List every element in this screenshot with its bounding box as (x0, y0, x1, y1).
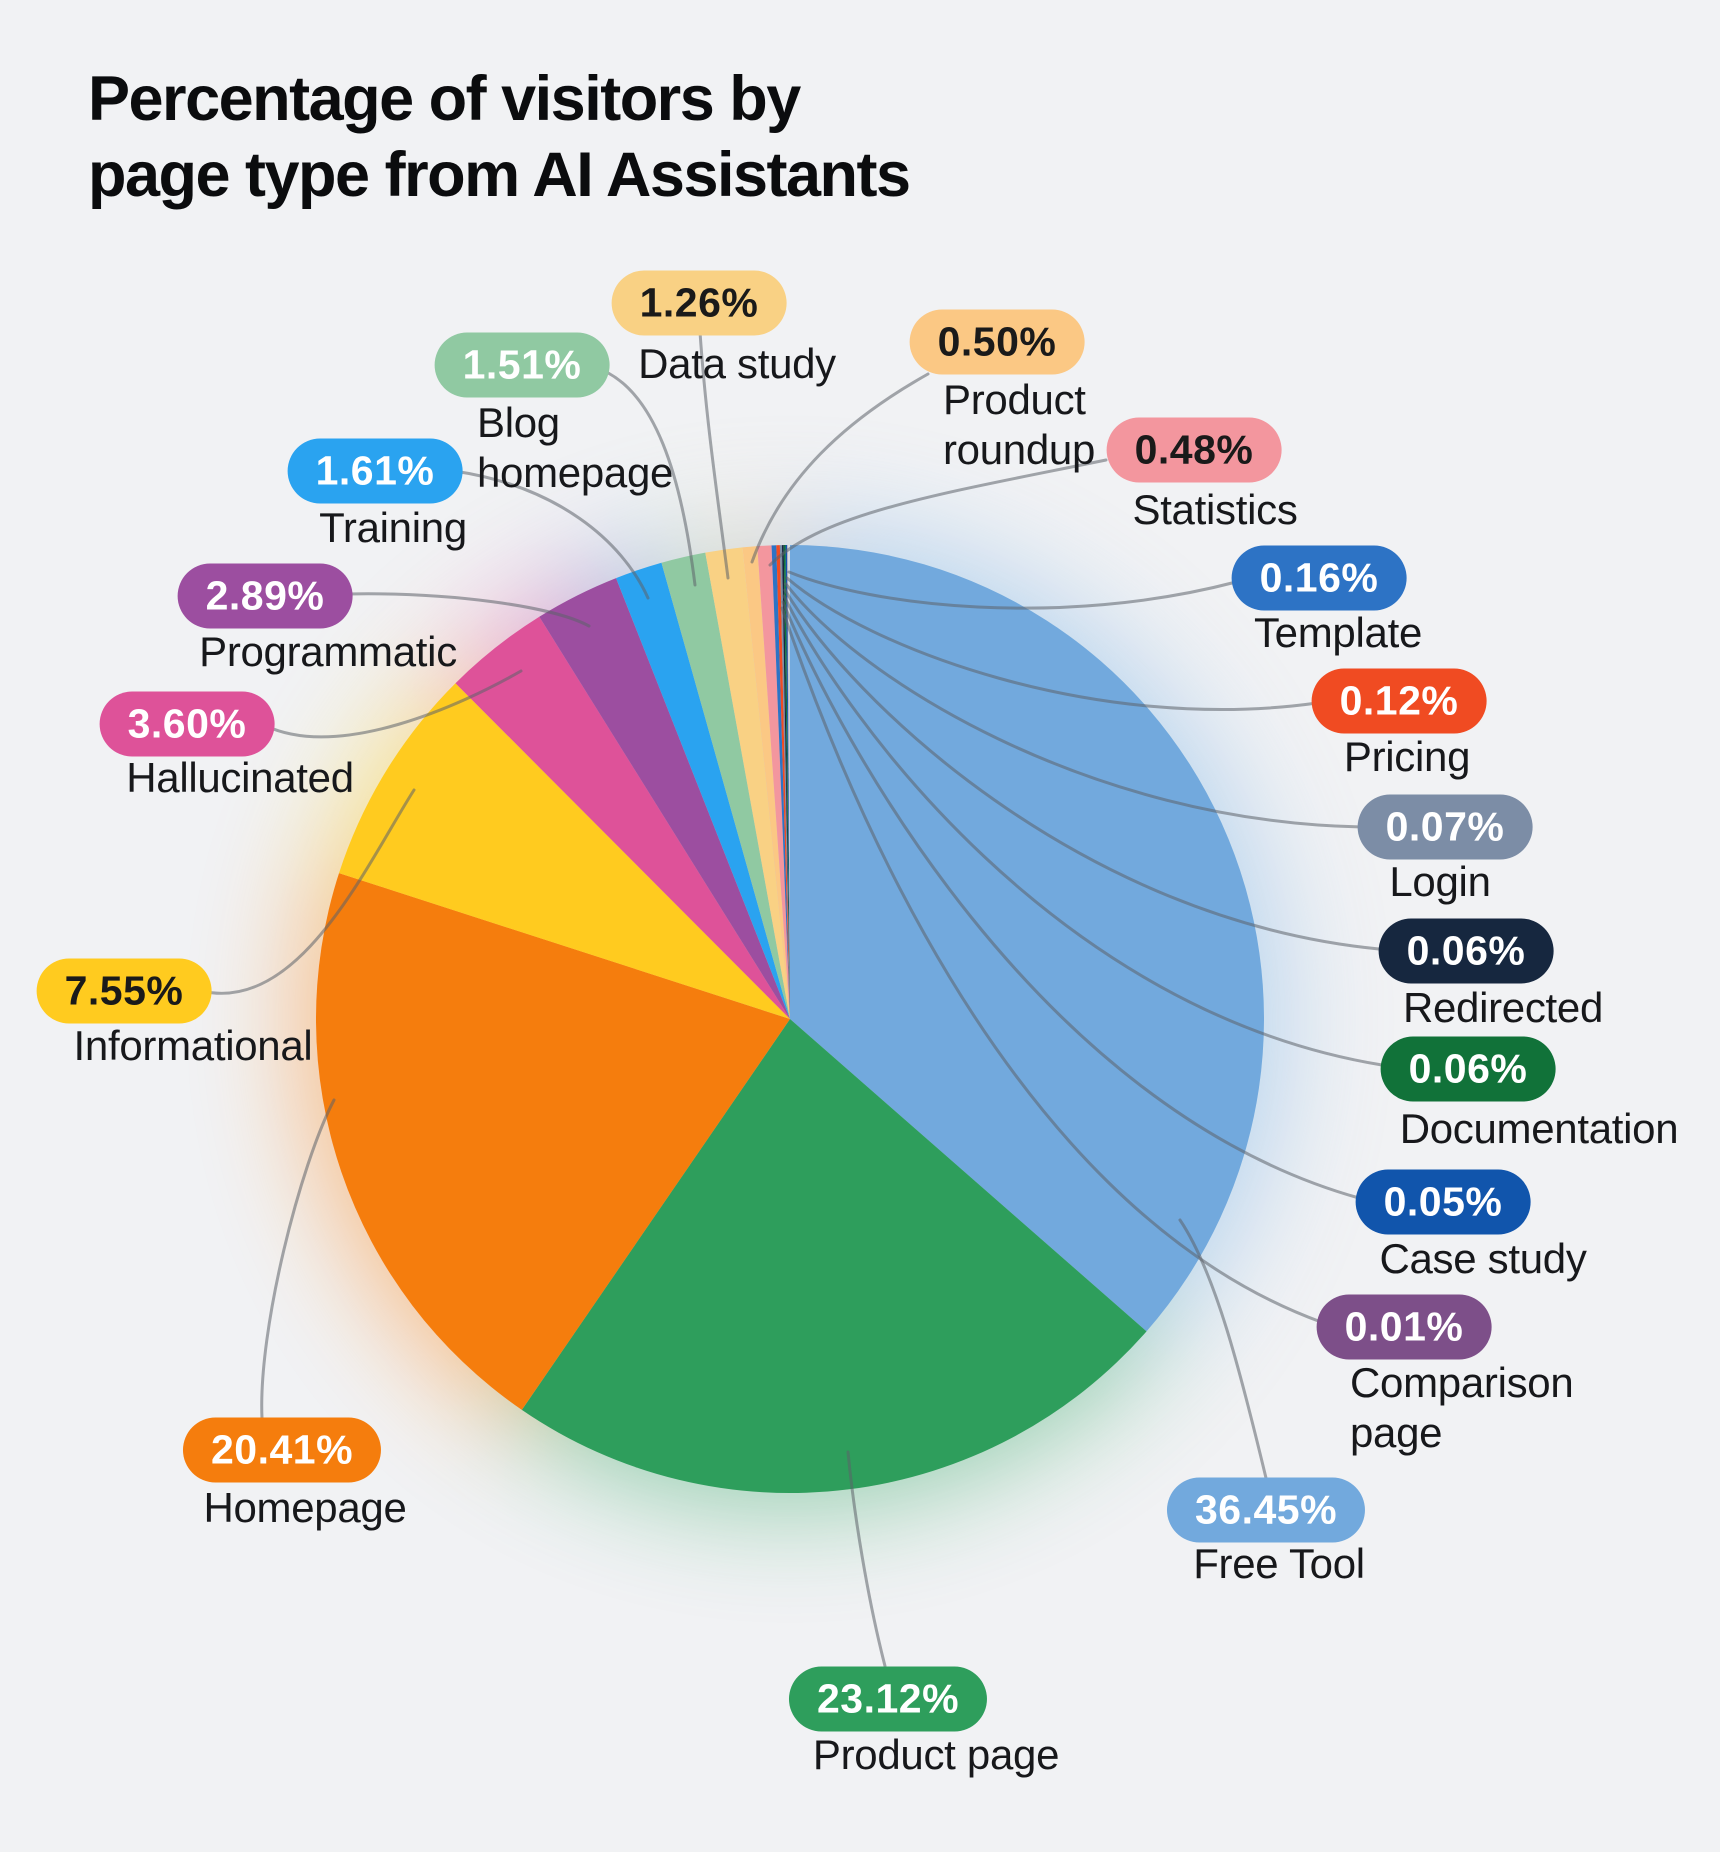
badge-hallucinated: 3.60% (99, 691, 275, 757)
pie-slice-product-roundup (742, 546, 790, 1019)
pie-slice-informational (339, 683, 790, 1019)
badge-data-study: 1.26% (611, 270, 787, 336)
badge-blog-homepage: 1.51% (434, 332, 610, 398)
label-template: Template (1253, 609, 1423, 657)
label-free-tool: Free Tool (1193, 1540, 1365, 1588)
pie-slice-hallucinated (455, 616, 790, 1019)
label-homepage: Homepage (203, 1484, 407, 1532)
badge-programmatic: 2.89% (177, 563, 353, 629)
pie-slice-training (616, 562, 790, 1019)
label-redirected: Redirected (1402, 984, 1604, 1032)
label-case-study: Case study (1379, 1235, 1587, 1283)
label-pricing: Pricing (1343, 733, 1471, 781)
badge-template: 0.16% (1231, 545, 1407, 611)
pie-slice-data-study (705, 547, 790, 1019)
label-hallucinated: Hallucinated (126, 754, 354, 802)
badge-product-page: 23.12% (788, 1666, 988, 1732)
badge-statistics: 0.48% (1106, 417, 1282, 483)
badge-pricing: 0.12% (1311, 668, 1487, 734)
badge-redirected: 0.06% (1378, 918, 1554, 984)
badge-documentation: 0.06% (1380, 1036, 1556, 1102)
chart-title: Percentage of visitors by page type from… (88, 64, 911, 210)
pie-chart (315, 545, 1264, 1493)
pie-slice-homepage (315, 873, 790, 1410)
label-programmatic: Programmatic (199, 628, 457, 676)
label-informational: Informational (73, 1022, 313, 1070)
label-documentation: Documentation (1399, 1105, 1679, 1153)
badge-comparison-page: 0.01% (1316, 1294, 1492, 1360)
label-blog-homepage: Blog homepage (477, 399, 674, 496)
label-statistics: Statistics (1132, 486, 1298, 534)
label-training: Training (319, 504, 467, 552)
badge-training: 1.61% (287, 438, 463, 504)
label-product-roundup: Product roundup (943, 376, 1096, 473)
badge-login: 0.07% (1357, 794, 1533, 860)
label-login: Login (1389, 858, 1491, 906)
badge-free-tool: 36.45% (1166, 1477, 1366, 1543)
badge-case-study: 0.05% (1355, 1169, 1531, 1235)
badge-informational: 7.55% (36, 958, 212, 1024)
label-data-study: Data study (638, 340, 836, 388)
pie-slice-blog-homepage (661, 552, 790, 1019)
label-product-page: Product page (812, 1731, 1060, 1779)
label-comparison-page: Comparison page (1350, 1359, 1574, 1456)
badge-product-roundup: 0.50% (909, 309, 1085, 375)
pie-slice-programmatic (539, 578, 790, 1019)
badge-homepage: 20.41% (182, 1417, 382, 1483)
